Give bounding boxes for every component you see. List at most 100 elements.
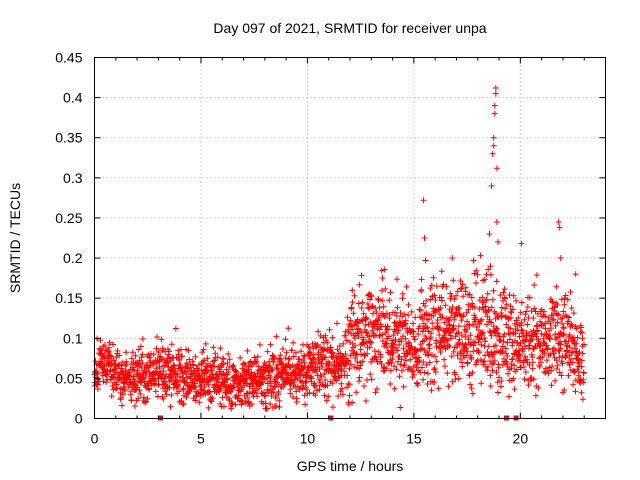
chart-title: Day 097 of 2021, SRMTID for receiver unp… [213, 20, 486, 36]
data-point [526, 294, 533, 301]
data-point [333, 377, 340, 384]
data-point [334, 346, 341, 353]
data-point [363, 328, 370, 335]
data-point [575, 356, 582, 363]
data-point [394, 304, 401, 311]
data-point [548, 298, 555, 305]
data-point [159, 345, 166, 352]
data-point [132, 352, 139, 359]
data-point [513, 366, 520, 373]
data-point [484, 290, 491, 297]
data-point [402, 317, 409, 324]
data-point [472, 316, 479, 323]
data-point [423, 361, 430, 368]
data-point [160, 368, 167, 375]
data-point [500, 338, 507, 345]
data-point [400, 383, 407, 390]
data-point [290, 339, 297, 346]
data-point [97, 346, 104, 353]
data-point [479, 329, 486, 336]
data-point [491, 349, 498, 356]
data-point [575, 368, 582, 375]
data-point [445, 383, 452, 390]
data-point [366, 344, 373, 351]
y-axis-label: SRMTID / TECUs [7, 183, 23, 293]
data-point [101, 342, 108, 349]
data-point [394, 358, 401, 365]
data-point [325, 358, 332, 365]
data-point [471, 304, 478, 311]
data-point [561, 295, 568, 302]
data-point [381, 266, 388, 273]
data-point [493, 310, 500, 317]
data-point [569, 349, 576, 356]
data-point [367, 319, 374, 326]
data-point [428, 387, 435, 394]
data-point [458, 285, 465, 292]
data-point [504, 363, 511, 370]
data-point [489, 367, 496, 374]
data-point [216, 386, 223, 393]
data-point [199, 349, 206, 356]
data-point [359, 299, 366, 306]
data-point [340, 340, 347, 347]
data-point [262, 400, 269, 407]
data-point [135, 395, 142, 402]
data-point [508, 309, 515, 316]
data-point [209, 375, 216, 382]
data-point [356, 374, 363, 381]
data-point [473, 280, 480, 287]
data-point [387, 367, 394, 374]
data-point [549, 363, 556, 370]
data-point [525, 382, 532, 389]
data-point [394, 347, 401, 354]
data-point [469, 390, 476, 397]
data-point [266, 362, 273, 369]
data-point [402, 335, 409, 342]
data-point [460, 293, 467, 300]
data-point [485, 306, 492, 313]
data-point [336, 343, 343, 350]
data-point [539, 354, 546, 361]
data-point [324, 339, 331, 346]
data-point [347, 317, 354, 324]
data-point [381, 313, 388, 320]
data-point [329, 404, 336, 411]
data-point [530, 315, 537, 322]
data-point [565, 372, 572, 379]
data-point [271, 354, 278, 361]
data-point [160, 395, 167, 402]
data-point [434, 320, 441, 327]
data-point [431, 353, 438, 360]
data-point [376, 333, 383, 340]
data-point [313, 342, 320, 349]
data-point [499, 348, 506, 355]
data-point [506, 336, 513, 343]
data-point [509, 355, 516, 362]
data-point [438, 343, 445, 350]
data-point [455, 375, 462, 382]
data-point [469, 369, 476, 376]
data-point [470, 257, 477, 264]
data-point [137, 390, 144, 397]
data-point [547, 332, 554, 339]
data-point [264, 348, 271, 355]
data-point [541, 350, 548, 357]
data-point [494, 313, 501, 320]
data-point [126, 372, 133, 379]
data-point [224, 371, 231, 378]
data-point [463, 345, 470, 352]
data-point [351, 335, 358, 342]
data-point [442, 302, 449, 309]
data-point [224, 359, 231, 366]
data-point [457, 285, 464, 292]
data-point [441, 332, 448, 339]
data-point [281, 368, 288, 375]
data-point [429, 320, 436, 327]
data-point [433, 343, 440, 350]
data-point [416, 323, 423, 330]
data-point [430, 274, 437, 281]
data-point [515, 314, 522, 321]
data-point [118, 402, 125, 409]
data-point [560, 332, 567, 339]
